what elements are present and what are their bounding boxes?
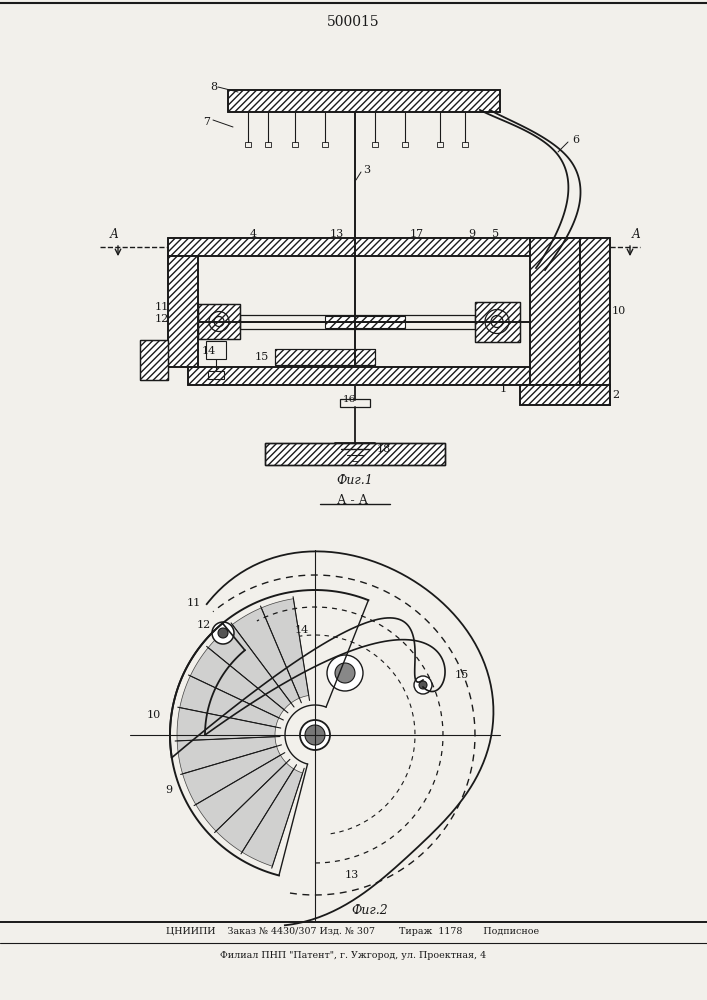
Bar [140, 340, 168, 380]
Bar [265, 142, 271, 147]
Bar [245, 142, 251, 147]
Text: 4: 4 [250, 229, 257, 239]
Text: 8: 8 [210, 82, 217, 92]
Text: 14: 14 [202, 346, 216, 356]
Polygon shape [196, 755, 286, 831]
Text: 12: 12 [197, 620, 211, 630]
Text: А: А [110, 229, 119, 241]
Polygon shape [180, 676, 279, 727]
Text: Филиал ПНП "Патент", г. Ужгород, ул. Проектная, 4: Филиал ПНП "Патент", г. Ужгород, ул. Про… [220, 950, 486, 960]
Bar [275, 349, 375, 365]
Bar [206, 340, 226, 359]
Circle shape [414, 676, 432, 694]
Text: 10: 10 [147, 710, 161, 720]
Text: 13: 13 [345, 870, 359, 880]
Circle shape [212, 622, 234, 644]
Text: 1: 1 [500, 384, 507, 394]
Text: А - А: А - А [337, 493, 368, 506]
Bar [208, 370, 224, 378]
Text: 15: 15 [255, 352, 269, 362]
Bar [198, 304, 240, 338]
Bar [475, 302, 520, 342]
Bar [188, 367, 560, 385]
Bar [228, 90, 500, 112]
Bar [437, 142, 443, 147]
Text: Фиг.2: Фиг.2 [351, 904, 388, 916]
Polygon shape [233, 608, 300, 703]
Circle shape [419, 681, 427, 689]
Bar [168, 256, 198, 367]
Bar [462, 142, 468, 147]
Bar [530, 238, 580, 385]
Text: 7: 7 [203, 117, 210, 127]
Bar [275, 349, 375, 365]
Text: 13: 13 [330, 229, 344, 239]
Circle shape [335, 663, 355, 683]
Text: 11: 11 [187, 598, 201, 608]
Bar [292, 142, 298, 147]
Text: 3: 3 [363, 165, 370, 175]
Text: 18: 18 [377, 444, 391, 454]
Text: ЦНИИПИ    Заказ № 4430/307 Изд. № 307        Тираж  1178       Подписное: ЦНИИПИ Заказ № 4430/307 Изд. № 307 Тираж… [166, 928, 539, 936]
Bar [580, 238, 610, 405]
Bar [168, 238, 580, 256]
Bar [168, 238, 580, 256]
Circle shape [327, 655, 363, 691]
Bar [580, 238, 610, 405]
Bar [520, 385, 610, 405]
Bar [325, 316, 405, 328]
Polygon shape [242, 769, 303, 866]
Text: 12: 12 [155, 314, 169, 324]
Bar [198, 304, 240, 338]
Polygon shape [182, 746, 281, 805]
Text: 15: 15 [455, 670, 469, 680]
Circle shape [218, 628, 228, 638]
Text: 9: 9 [468, 229, 475, 239]
Text: 2: 2 [612, 390, 619, 400]
Bar [520, 385, 610, 405]
Text: 500015: 500015 [327, 15, 380, 29]
Bar [402, 142, 408, 147]
Circle shape [300, 720, 330, 750]
Bar [188, 367, 560, 385]
Bar [265, 443, 445, 465]
Text: А: А [632, 229, 641, 241]
Bar [265, 443, 445, 465]
Text: 9: 9 [165, 785, 172, 795]
Bar [168, 256, 198, 367]
Text: 10: 10 [612, 306, 626, 316]
Bar [340, 399, 370, 407]
Polygon shape [216, 763, 294, 852]
Polygon shape [177, 737, 276, 774]
Text: 6: 6 [572, 135, 579, 145]
Polygon shape [262, 599, 309, 698]
Bar [530, 238, 580, 385]
Bar [140, 340, 168, 380]
Text: 16: 16 [343, 395, 356, 404]
Text: 5: 5 [492, 229, 499, 239]
Circle shape [305, 725, 325, 745]
Bar [372, 142, 378, 147]
Bar [240, 314, 475, 328]
Text: 17: 17 [410, 229, 424, 239]
Polygon shape [177, 708, 276, 741]
Text: Фиг.1: Фиг.1 [337, 474, 373, 487]
Polygon shape [190, 648, 284, 718]
Bar [322, 142, 328, 147]
Bar [228, 90, 500, 112]
Polygon shape [208, 625, 291, 710]
Bar [475, 302, 520, 342]
Text: 14: 14 [295, 625, 309, 635]
Text: 11: 11 [155, 302, 169, 312]
